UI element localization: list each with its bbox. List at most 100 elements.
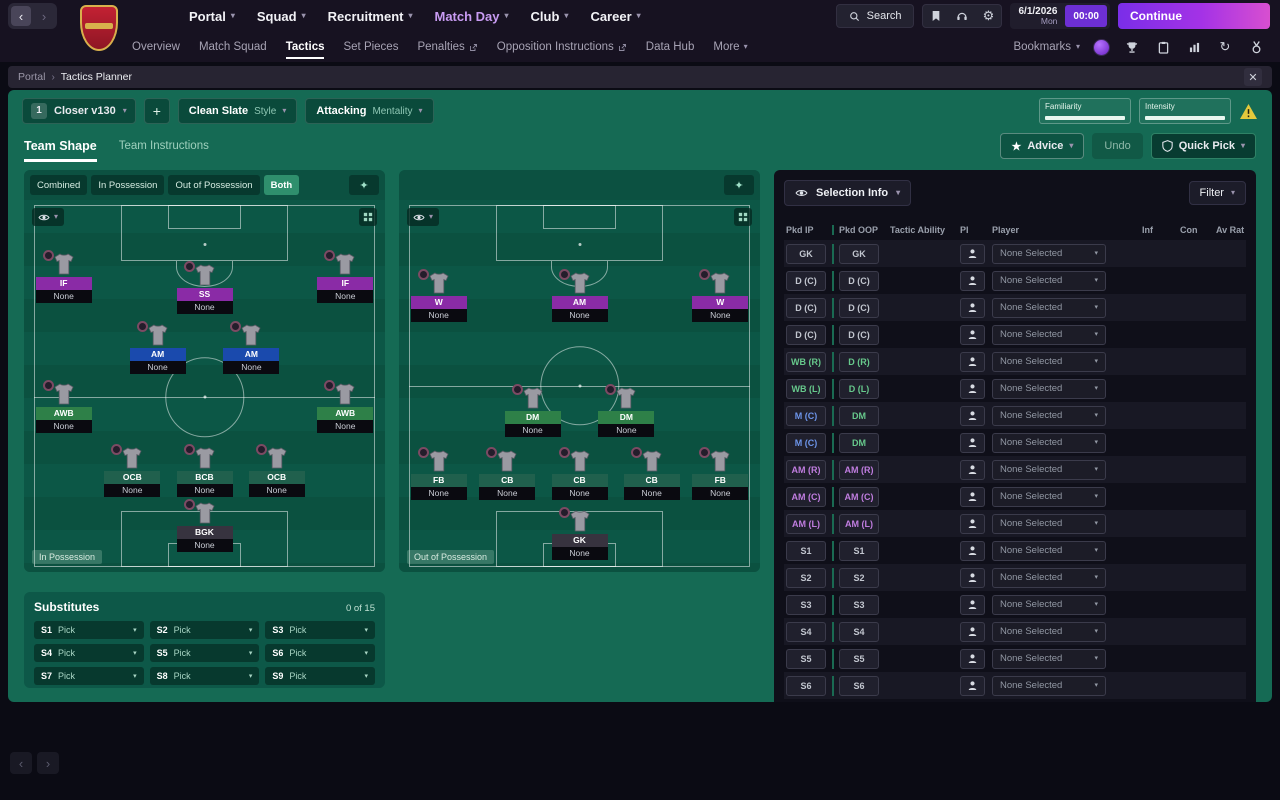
picked-oop-badge[interactable]: D (R)	[839, 351, 879, 372]
pitch-player-w[interactable]: W None	[410, 268, 467, 322]
add-tactic-button[interactable]: +	[143, 98, 170, 124]
picked-oop-badge[interactable]: D (C)	[839, 270, 879, 291]
substitute-slot-s2[interactable]: S2 Pick ▾	[149, 621, 260, 639]
player-select-dropdown[interactable]: None Selected ▾	[992, 432, 1106, 453]
subnav-overview[interactable]: Overview	[132, 41, 180, 53]
picked-ip-badge[interactable]: D (C)	[786, 270, 826, 291]
focus-grid-icon[interactable]	[734, 208, 752, 226]
pitch-player-am[interactable]: AM None	[551, 268, 608, 322]
player-instructions-button[interactable]	[960, 675, 985, 696]
picked-oop-badge[interactable]: S4	[839, 621, 879, 642]
picked-oop-badge[interactable]: D (L)	[839, 378, 879, 399]
undo-button[interactable]: Undo	[1092, 133, 1143, 159]
subnav-set-pieces[interactable]: Set Pieces	[343, 41, 399, 53]
player-instructions-button[interactable]	[960, 621, 985, 642]
subnav-tactics[interactable]: Tactics	[285, 32, 324, 62]
player-select-dropdown[interactable]: None Selected ▾	[992, 675, 1106, 696]
player-select-dropdown[interactable]: None Selected ▾	[992, 513, 1106, 534]
pitch-player-am[interactable]: AM None	[129, 320, 186, 374]
breadcrumb-root[interactable]: Portal	[18, 71, 46, 83]
substitute-slot-s9[interactable]: S9 Pick ▾	[265, 667, 375, 685]
picked-ip-badge[interactable]: WB (L)	[786, 378, 826, 399]
player-select-dropdown[interactable]: None Selected ▾	[992, 378, 1106, 399]
pitch-player-if[interactable]: IF None	[35, 250, 92, 304]
player-instructions-button[interactable]	[960, 405, 985, 426]
substitute-slot-s7[interactable]: S7 Pick ▾	[34, 667, 144, 685]
pitch-player-cb[interactable]: CB None	[551, 447, 608, 501]
player-select-dropdown[interactable]: None Selected ▾	[992, 540, 1106, 561]
pitch-player-ss[interactable]: SS None	[176, 261, 233, 315]
player-instructions-button[interactable]	[960, 486, 985, 507]
continue-button[interactable]: Continue	[1118, 3, 1270, 29]
mentality-dropdown[interactable]: Attacking Mentality ▾	[305, 98, 434, 124]
player-select-dropdown[interactable]: None Selected ▾	[992, 297, 1106, 318]
selection-info-dropdown[interactable]: Selection Info ▾	[784, 180, 912, 206]
bookmarks-dropdown[interactable]: Bookmarks ▾	[1013, 41, 1080, 53]
headset-icon[interactable]	[949, 5, 975, 27]
pitch-player-bcb[interactable]: BCB None	[176, 443, 233, 497]
picked-oop-badge[interactable]: S1	[839, 540, 879, 561]
player-instructions-button[interactable]	[960, 648, 985, 669]
picked-ip-badge[interactable]: M (C)	[786, 405, 826, 426]
tactic-select-dropdown[interactable]: 1 Closer v130 ▾	[22, 98, 136, 124]
pitch-player-w[interactable]: W None	[692, 268, 749, 322]
picked-ip-badge[interactable]: WB (R)	[786, 351, 826, 372]
player-instructions-button[interactable]	[960, 513, 985, 534]
picked-ip-badge[interactable]: S2	[786, 567, 826, 588]
subnav-more[interactable]: More ▾	[713, 41, 748, 53]
quick-pick-button[interactable]: Quick Pick ▾	[1150, 133, 1256, 159]
view-toggle-combined[interactable]: Combined	[30, 175, 88, 195]
tab-team-shape[interactable]: Team Shape	[24, 128, 97, 164]
player-instructions-button[interactable]	[960, 540, 985, 561]
picked-oop-badge[interactable]: GK	[839, 243, 879, 264]
nav-club[interactable]: Club ▾	[530, 8, 569, 24]
pitch-player-dm[interactable]: DM None	[504, 384, 561, 438]
pitch-player-am[interactable]: AM None	[223, 320, 280, 374]
player-select-dropdown[interactable]: None Selected ▾	[992, 351, 1106, 372]
picked-ip-badge[interactable]: S3	[786, 594, 826, 615]
player-instructions-button[interactable]	[960, 351, 985, 372]
close-icon[interactable]: ✕	[1244, 68, 1262, 86]
picked-ip-badge[interactable]: D (C)	[786, 324, 826, 345]
player-instructions-button[interactable]	[960, 243, 985, 264]
view-toggle-both[interactable]: Both	[263, 175, 300, 195]
substitute-slot-s8[interactable]: S8 Pick ▾	[149, 667, 260, 685]
display-options-icon[interactable]: ✦	[349, 175, 379, 195]
picked-ip-badge[interactable]: S1	[786, 540, 826, 561]
forward-button[interactable]: ›	[41, 8, 47, 24]
substitute-slot-s6[interactable]: S6 Pick ▾	[265, 644, 375, 662]
substitute-slot-s5[interactable]: S5 Pick ▾	[149, 644, 260, 662]
picked-ip-badge[interactable]: M (C)	[786, 432, 826, 453]
substitute-slot-s1[interactable]: S1 Pick ▾	[34, 621, 144, 639]
picked-ip-badge[interactable]: S4	[786, 621, 826, 642]
picked-oop-badge[interactable]: D (C)	[839, 297, 879, 318]
subnav-match-squad[interactable]: Match Squad	[198, 41, 267, 53]
picked-oop-badge[interactable]: D (C)	[839, 324, 879, 345]
player-select-dropdown[interactable]: None Selected ▾	[992, 594, 1106, 615]
player-instructions-button[interactable]	[960, 567, 985, 588]
focus-grid-icon[interactable]	[359, 208, 377, 226]
picked-oop-badge[interactable]: S5	[839, 648, 879, 669]
back-button[interactable]: ‹	[10, 752, 32, 774]
player-instructions-button[interactable]	[960, 432, 985, 453]
medal-icon[interactable]	[1246, 37, 1266, 57]
bookmark-icon[interactable]	[923, 5, 949, 27]
pitch-player-cb[interactable]: CB None	[623, 447, 680, 501]
player-select-dropdown[interactable]: None Selected ▾	[992, 486, 1106, 507]
substitute-slot-s3[interactable]: S3 Pick ▾	[265, 621, 375, 639]
player-select-dropdown[interactable]: None Selected ▾	[992, 405, 1106, 426]
player-instructions-button[interactable]	[960, 378, 985, 399]
pitch-player-if[interactable]: IF None	[317, 250, 374, 304]
player-instructions-button[interactable]	[960, 594, 985, 615]
view-toggle-in-possession[interactable]: In Possession	[91, 175, 165, 195]
pitch-player-ocb[interactable]: OCB None	[248, 443, 305, 497]
nav-portal[interactable]: Portal ▾	[189, 8, 235, 24]
picked-ip-badge[interactable]: S6	[786, 675, 826, 696]
pitch-player-awb[interactable]: AWB None	[35, 380, 92, 434]
nav-match-day[interactable]: Match Day ▾	[434, 8, 509, 24]
player-instructions-button[interactable]	[960, 270, 985, 291]
picked-ip-badge[interactable]: GK	[786, 243, 826, 264]
picked-ip-badge[interactable]: AM (L)	[786, 513, 826, 534]
advice-button[interactable]: ★ Advice ▾	[1000, 133, 1085, 159]
pitch-player-gk[interactable]: GK None	[551, 506, 608, 560]
